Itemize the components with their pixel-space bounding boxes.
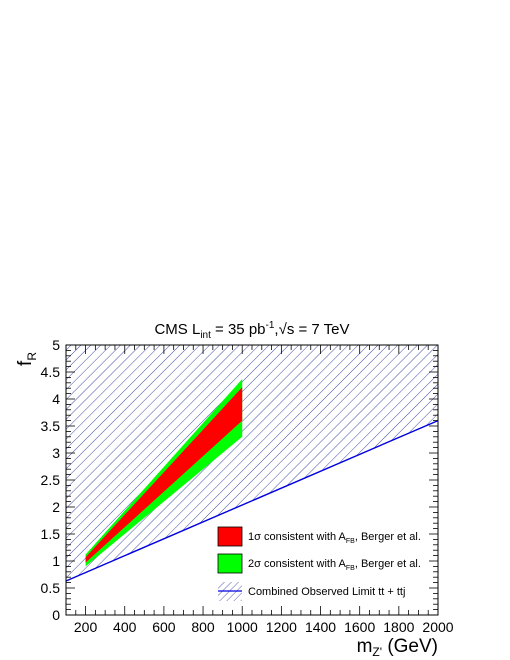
x-tick-label: 1000	[227, 619, 258, 635]
y-tick-label: 4.5	[41, 364, 61, 380]
x-tick-label: 400	[113, 619, 137, 635]
excluded-hatched-region	[66, 345, 438, 581]
legend-label-1sigma: 1σ consistent with AFB, Berger et al.	[248, 531, 421, 545]
y-tick-label: 1	[52, 553, 60, 569]
legend-item-limit: Combined Observed Limit tt + ttj	[218, 582, 405, 601]
y-tick-label: 0.5	[41, 580, 61, 596]
y-tick-label: 5	[52, 337, 60, 353]
x-axis-ticks	[65, 345, 439, 615]
y-axis-ticks	[66, 344, 438, 616]
limit-line	[66, 419, 438, 582]
y-tick-label: 2.5	[41, 472, 61, 488]
plot-area	[66, 345, 438, 582]
x-tick-label: 1600	[344, 619, 375, 635]
y-tick-label: 4	[52, 391, 60, 407]
legend-item-1sigma: 1σ consistent with AFB, Berger et al.	[217, 526, 421, 547]
legend-label-2sigma: 2σ consistent with AFB, Berger et al.	[248, 558, 421, 572]
x-tick-label: 600	[152, 619, 176, 635]
x-axis-tick-labels: 200 400 600 800 1000 1200 1400 1600 1800 2000	[74, 619, 454, 635]
legend-swatch-2sigma	[217, 553, 243, 574]
y-tick-label: 3.5	[41, 418, 61, 434]
x-tick-label: 200	[74, 619, 98, 635]
x-tick-label: 1200	[266, 619, 297, 635]
y-axis-tick-labels: 0 0.5 1 1.5 2 2.5 3 3.5 4 4.5 5	[41, 337, 61, 623]
legend-swatch-1sigma	[217, 526, 243, 547]
x-tick-label: 1400	[305, 619, 336, 635]
x-tick-label: 800	[191, 619, 215, 635]
y-axis-title: fR	[15, 352, 39, 366]
chart-title: CMS Lint = 35 pb-1,√s = 7 TeV	[154, 320, 349, 341]
band-1sigma	[85, 387, 243, 563]
legend-item-2sigma: 2σ consistent with AFB, Berger et al.	[217, 553, 421, 574]
y-tick-label: 2	[52, 499, 60, 515]
x-tick-label: 1800	[383, 619, 414, 635]
x-tick-label: 2000	[422, 619, 453, 635]
y-tick-label: 1.5	[41, 526, 61, 542]
legend-label-limit: Combined Observed Limit tt + ttj	[248, 586, 405, 598]
legend: 1σ consistent with AFB, Berger et al. 2σ…	[217, 526, 421, 601]
x-axis-title: mZ' (GeV)	[357, 636, 438, 659]
y-tick-label: 0	[52, 607, 60, 623]
y-tick-label: 3	[52, 445, 60, 461]
